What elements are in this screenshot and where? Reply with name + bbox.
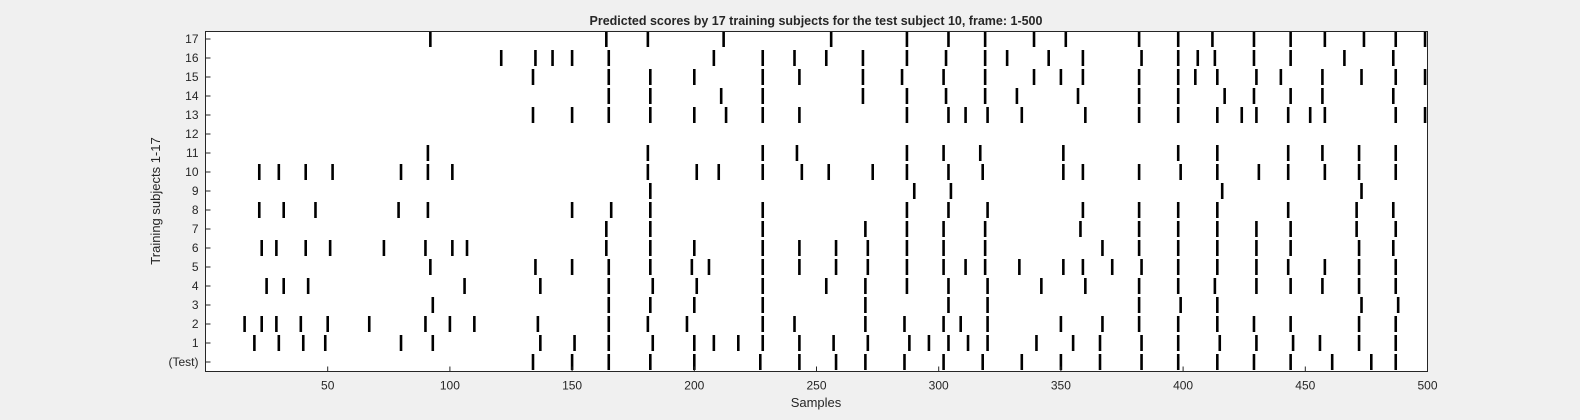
x-axis-label: Samples: [791, 395, 842, 410]
x-tick-label: 400: [1173, 379, 1193, 393]
y-tick-label: 6: [192, 241, 199, 255]
x-tick-label: 150: [562, 379, 582, 393]
y-tick-label: 15: [185, 70, 199, 84]
x-tick-label: 500: [1417, 379, 1437, 393]
y-tick-label: 13: [185, 108, 199, 122]
y-tick-label: 17: [185, 32, 199, 46]
y-tick-label: (Test): [169, 355, 199, 369]
x-tick-label: 300: [929, 379, 949, 393]
x-tick-label: 350: [1051, 379, 1071, 393]
x-tick-label: 250: [806, 379, 826, 393]
y-tick-label: 16: [185, 51, 199, 65]
y-tick-label: 3: [192, 298, 199, 312]
y-tick-label: 7: [192, 222, 199, 236]
event-marks: [243, 31, 1427, 370]
y-axis-label: Training subjects 1-17: [148, 137, 163, 264]
y-tick-label: 2: [192, 317, 199, 331]
x-tick-labels: 50 100 150 200 250 300 350 400 450 500: [321, 366, 1438, 393]
plot-background: [205, 31, 1428, 372]
y-tick-label: 10: [185, 165, 199, 179]
y-tick-label: 12: [185, 127, 199, 141]
x-tick-label: 200: [684, 379, 704, 393]
chart-title: Predicted scores by 17 training subjects…: [590, 14, 1043, 28]
x-tick-label: 100: [440, 379, 460, 393]
y-tick-label: 9: [192, 184, 199, 198]
y-tick-label: 5: [192, 260, 199, 274]
axes-box: [205, 31, 1428, 372]
y-tick-label: 14: [185, 89, 199, 103]
y-tick-label: 8: [192, 203, 199, 217]
x-tick-label: 50: [321, 379, 335, 393]
y-tick-label: 11: [186, 146, 199, 160]
y-tick-label: 4: [192, 279, 199, 293]
y-tick-label: 1: [192, 336, 199, 350]
x-tick-label: 450: [1295, 379, 1315, 393]
